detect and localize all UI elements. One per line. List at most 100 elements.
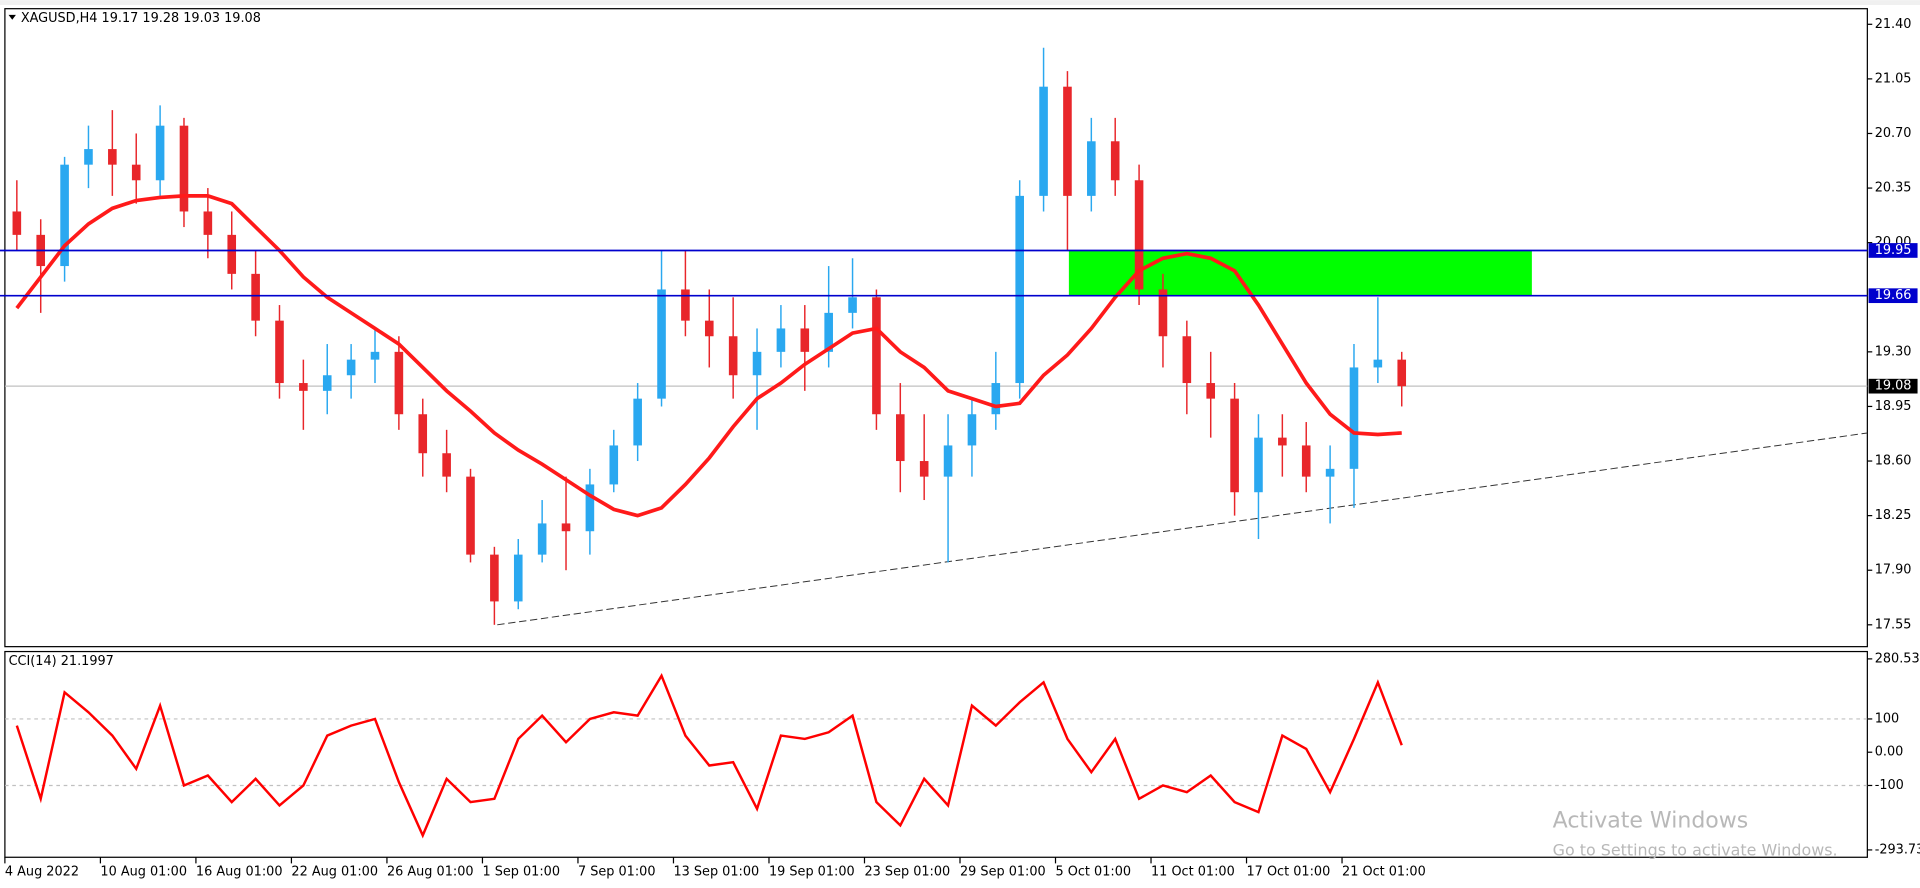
- candle-body: [322, 375, 332, 391]
- candle-body: [1373, 359, 1383, 368]
- y-tick-label: 21.05: [1875, 71, 1912, 86]
- candle-body: [1110, 141, 1120, 181]
- candle-body: [1349, 367, 1359, 469]
- x-tick-label: 23 Sep 01:00: [864, 864, 950, 879]
- cci-line: [15, 672, 1403, 839]
- y-tick-label: 280.539: [1875, 651, 1920, 666]
- candle-body: [1206, 383, 1216, 399]
- candle-body: [1087, 141, 1096, 196]
- candle-body: [370, 351, 380, 360]
- y-tick-label: 19.30: [1875, 344, 1912, 359]
- price-tag: [1868, 243, 1918, 258]
- menu-arrow[interactable]: [8, 14, 16, 20]
- candle-body: [872, 297, 881, 415]
- candle-body: [561, 523, 571, 532]
- candle-body: [752, 351, 762, 376]
- y-tick-label: 17.55: [1875, 617, 1912, 632]
- candle-body: [275, 320, 284, 384]
- candle-body: [179, 125, 189, 212]
- main-panel: [4, 8, 1868, 648]
- candle-body: [12, 211, 22, 235]
- trendline: [497, 432, 1868, 626]
- candle-body: [704, 320, 714, 337]
- y-tick-label: 17.90: [1875, 563, 1912, 578]
- candle-body: [1254, 437, 1263, 493]
- candle-body: [1230, 398, 1239, 493]
- candle-body: [896, 414, 905, 462]
- candle-body: [299, 383, 308, 391]
- y-tick-label: 100: [1875, 711, 1900, 726]
- x-tick-label: 26 Aug 01:00: [387, 864, 474, 879]
- candle-body: [1301, 445, 1311, 477]
- candle-body: [800, 328, 810, 352]
- candle-body: [585, 484, 595, 532]
- chart-title: XAGUSD,H4 19.17 19.28 19.03 19.08: [21, 11, 261, 26]
- candle-body: [442, 453, 451, 477]
- candle-body: [609, 445, 619, 485]
- y-tick-label: 0.00: [1875, 745, 1904, 760]
- candle-body: [513, 554, 523, 602]
- indicator-title: CCI(14) 21.1997: [9, 654, 114, 669]
- candle-body: [728, 336, 738, 376]
- watermark-title: Activate Windows: [1553, 809, 1749, 834]
- candle-body: [1063, 86, 1072, 196]
- candle-body: [919, 461, 929, 477]
- candle-body: [394, 351, 404, 415]
- price-tag-label: 19.95: [1875, 243, 1912, 258]
- x-tick-label: 29 Sep 01:00: [960, 864, 1046, 879]
- x-tick-label: 5 Oct 01:00: [1056, 864, 1132, 879]
- plot-area: [4, 47, 1868, 626]
- candle-body: [203, 211, 213, 235]
- y-tick-label: 20.35: [1875, 181, 1912, 196]
- y-tick-label: 18.25: [1875, 508, 1912, 523]
- y-tick-label: 20.70: [1875, 126, 1912, 141]
- toolbar-strip: [0, 0, 1920, 6]
- candle-body: [776, 328, 786, 352]
- x-tick-label: 16 Aug 01:00: [196, 864, 283, 879]
- price-tag: [1868, 288, 1918, 304]
- price-tag-label: 19.08: [1875, 379, 1912, 394]
- x-tick-label: 10 Aug 01:00: [100, 864, 187, 879]
- zone: [1068, 250, 1532, 296]
- price-tag: [1868, 378, 1918, 394]
- candle-body: [155, 125, 165, 181]
- candle-body: [466, 476, 475, 555]
- candle-body: [60, 164, 69, 267]
- candle-body: [848, 297, 857, 313]
- x-tick-label: 4 Aug 2022: [5, 864, 79, 879]
- x-tick-label: 13 Sep 01:00: [673, 864, 759, 879]
- candle-body: [1182, 336, 1192, 384]
- y-tick-label: -100: [1875, 778, 1904, 793]
- candle-body: [681, 289, 690, 321]
- candle-body: [227, 234, 237, 274]
- x-tick-label: 7 Sep 01:00: [578, 864, 656, 879]
- candle-body: [84, 149, 93, 165]
- candle-body: [1278, 437, 1287, 446]
- moving-average: [15, 194, 1402, 518]
- price-tag-label: 19.66: [1875, 288, 1912, 303]
- candle-body: [346, 359, 356, 376]
- candle-body: [418, 414, 428, 454]
- x-tick-label: 21 Oct 01:00: [1342, 864, 1426, 879]
- candle-body: [490, 554, 499, 602]
- candle-body: [108, 149, 117, 165]
- candle-body: [1134, 180, 1144, 290]
- candle-body: [251, 273, 260, 321]
- candle-body: [824, 312, 833, 352]
- x-tick-label: 1 Sep 01:00: [482, 864, 560, 879]
- y-tick-label: -293.733: [1875, 842, 1920, 857]
- candle-body: [1039, 86, 1048, 196]
- candle-body: [1397, 359, 1407, 387]
- y-tick-label: 18.60: [1875, 454, 1912, 469]
- candle-body: [967, 414, 977, 446]
- cci-panel: [4, 650, 1868, 858]
- candle-body: [991, 383, 1001, 415]
- candle-body: [633, 398, 642, 446]
- candle-body: [1015, 195, 1024, 384]
- x-tick-label: 22 Aug 01:00: [291, 864, 378, 879]
- x-tick-label: 19 Sep 01:00: [769, 864, 855, 879]
- candle-body: [1325, 468, 1335, 477]
